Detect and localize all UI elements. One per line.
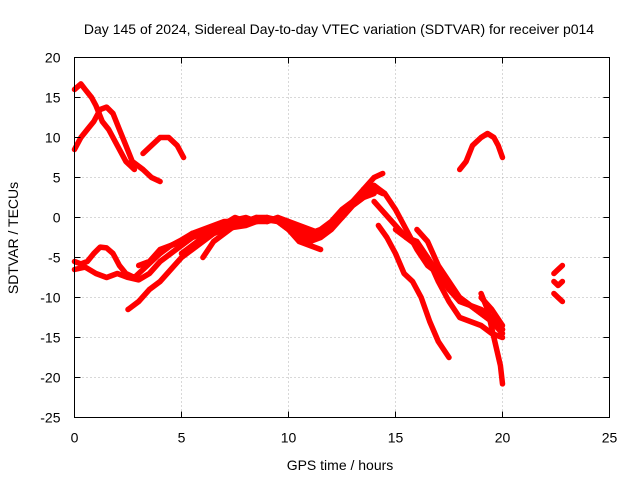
plot-frame [74, 57, 610, 418]
y-tick-label: 5 [53, 170, 61, 186]
x-tick-label: 20 [495, 430, 511, 446]
series-track-17 [456, 130, 506, 173]
series-track-18 [551, 262, 566, 277]
chart-title: Day 145 of 2024, Sidereal Day-to-day VTE… [84, 21, 594, 37]
y-axis-label: SDTVAR / TECUs [5, 182, 21, 294]
series-track-16 [478, 294, 506, 329]
y-tick-label: -5 [48, 250, 61, 266]
series-track-9 [200, 214, 324, 261]
x-tick-label: 25 [602, 430, 618, 446]
x-tick-label: 5 [178, 430, 186, 446]
x-tick-label: 10 [281, 430, 297, 446]
y-tick-label: 20 [45, 50, 61, 66]
series-track-7 [135, 190, 377, 269]
series-track-8 [178, 214, 313, 257]
y-tick-label: -15 [40, 330, 60, 346]
y-tick-label: 10 [45, 130, 61, 146]
y-tick-label: 15 [45, 90, 61, 106]
axis-tick-labels: 0 5 10 15 20 25 -25 -20 -15 -10 -5 0 5 10 15 20 [40, 50, 617, 446]
x-tick-label: 15 [388, 430, 404, 446]
data-series [71, 81, 566, 387]
series-track-13 [392, 226, 506, 341]
series-track-19 [551, 278, 566, 289]
series-track-1 [71, 81, 138, 173]
grid [74, 57, 610, 418]
series-track-3 [140, 134, 187, 161]
y-tick-label: -10 [40, 290, 60, 306]
axis-ticks [74, 57, 610, 418]
y-tick-label: 0 [53, 210, 61, 226]
series-track-20 [551, 290, 566, 305]
series-track-12 [375, 222, 452, 361]
x-tick-label: 0 [71, 430, 79, 446]
x-axis-label: GPS time / hours [287, 457, 394, 473]
y-tick-label: -20 [40, 370, 60, 386]
y-tick-label: -25 [40, 410, 60, 426]
series-track-2 [71, 104, 163, 185]
